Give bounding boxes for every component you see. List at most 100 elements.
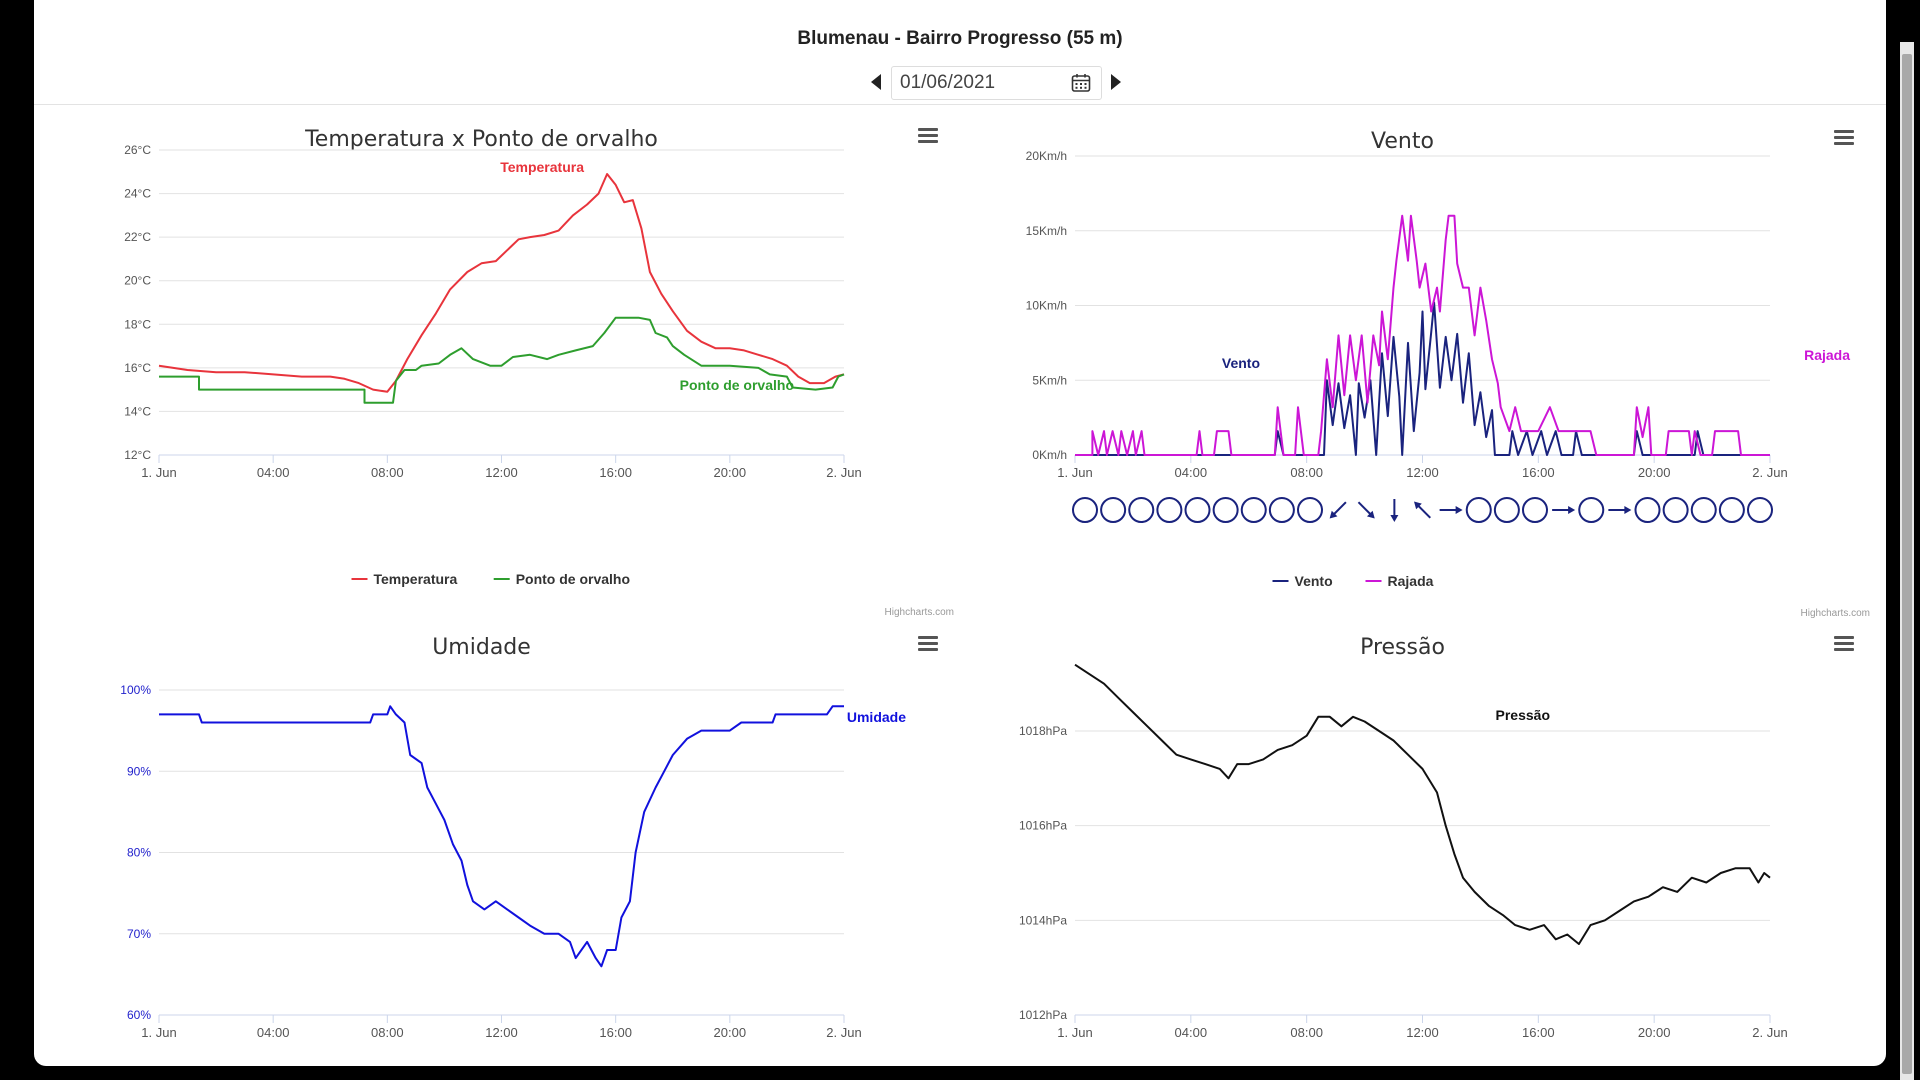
y-tick-label: 100% xyxy=(120,683,151,697)
x-tick-label: 20:00 xyxy=(714,1025,747,1040)
outer-scrollbar-thumb[interactable] xyxy=(1902,54,1912,1074)
x-tick-label: 04:00 xyxy=(257,1025,290,1040)
wind-calm-marker xyxy=(1493,497,1520,523)
wind-direction-arrow xyxy=(1608,506,1632,514)
series-label: Temperatura xyxy=(500,159,584,175)
arrow-head xyxy=(1568,506,1576,514)
arrow-head xyxy=(1455,506,1463,514)
wind-calm-marker xyxy=(1240,497,1267,523)
x-tick-label: 08:00 xyxy=(371,465,404,480)
x-tick-label: 08:00 xyxy=(1290,1025,1323,1040)
x-tick-label: 1. Jun xyxy=(141,465,176,480)
series-line-press-o xyxy=(1074,663,1771,945)
wind-calm-marker xyxy=(1662,497,1689,523)
arrow-head xyxy=(1414,501,1422,510)
hamburger-menu-icon[interactable] xyxy=(918,128,938,143)
hamburger-menu-icon[interactable] xyxy=(1834,636,1854,651)
pressure-svg: Pressão 1012hPa 1014hPa 1016hPa 1018hPa 1. Ju… xyxy=(1019,635,1854,1040)
series-label: Pressão xyxy=(1496,707,1550,723)
x-tick-label: 1. Jun xyxy=(141,1025,176,1040)
menu-bar xyxy=(1834,136,1854,139)
temperature-chart: Temperatura x Ponto de orvalho 12°C 14°C 16… xyxy=(54,110,964,630)
wind-calm-marker xyxy=(1184,497,1211,523)
arrow-head xyxy=(1329,510,1338,519)
wind-calm-marker xyxy=(1747,497,1773,523)
y-tick-label: 1014hPa xyxy=(1019,913,1067,927)
wind-calm-marker xyxy=(1578,497,1605,523)
hamburger-menu-icon[interactable] xyxy=(1834,130,1854,145)
legend-label: Temperatura xyxy=(374,571,458,587)
wind-calm-marker xyxy=(1128,497,1155,523)
caret-right-icon[interactable] xyxy=(1111,74,1121,90)
wind-calm-marker xyxy=(1718,497,1745,523)
y-tick-label: 18°C xyxy=(124,317,151,331)
menu-bar xyxy=(918,128,938,131)
y-tick-label: 80% xyxy=(127,846,151,860)
legend-item[interactable]: Vento xyxy=(1272,573,1333,589)
legend-item[interactable]: Ponto de orvalho xyxy=(493,571,630,587)
humidity-svg: Umidade 60% 70% 80% 90% 100% 1. Jun 04:00 08:00 1… xyxy=(120,635,938,1040)
arrow-head xyxy=(1390,515,1399,522)
y-tick-label: 5Km/h xyxy=(1032,373,1067,387)
arrow-head xyxy=(1366,510,1375,519)
wind-calm-marker xyxy=(1297,497,1323,523)
menu-bar xyxy=(1834,642,1854,645)
date-input[interactable] xyxy=(891,66,1102,100)
menu-bar xyxy=(1834,636,1854,639)
x-tick-label: 2. Jun xyxy=(826,1025,861,1040)
caret-left-icon[interactable] xyxy=(871,74,881,90)
series-label: Rajada xyxy=(1804,347,1850,363)
x-tick-label: 04:00 xyxy=(1175,1025,1208,1040)
legend-item[interactable]: Temperatura xyxy=(351,571,458,587)
wind-direction-arrow xyxy=(1552,506,1576,514)
series-line-temperatura xyxy=(158,173,845,393)
hamburger-menu-icon[interactable] xyxy=(918,636,938,651)
x-tick-label: 12:00 xyxy=(1406,465,1439,480)
wind-calm-marker xyxy=(1522,497,1548,523)
credits-link: Highcharts.com xyxy=(885,607,954,618)
y-tick-label: 70% xyxy=(127,927,151,941)
wind-calm-marker xyxy=(1465,497,1492,523)
y-tick-label: 1012hPa xyxy=(1019,1008,1067,1022)
chart-title: Temperatura x Ponto de orvalho xyxy=(304,127,658,152)
humidity-chart: Umidade 60% 70% 80% 90% 100% 1. Jun 04:00 08:00 1… xyxy=(54,620,964,1066)
wind-calm-marker xyxy=(1634,497,1661,523)
x-tick-label: 20:00 xyxy=(1638,1025,1671,1040)
menu-bar xyxy=(918,636,938,639)
x-tick-label: 08:00 xyxy=(1290,465,1323,480)
x-tick-label: 2. Jun xyxy=(1752,465,1787,480)
series-label: Vento xyxy=(1222,355,1260,371)
x-tick-label: 08:00 xyxy=(371,1025,404,1040)
menu-bar xyxy=(1834,142,1854,145)
wind-direction-arrow xyxy=(1390,499,1399,522)
x-tick-label: 2. Jun xyxy=(826,465,861,480)
x-tick-label: 04:00 xyxy=(1175,465,1208,480)
menu-bar xyxy=(918,134,938,137)
menu-bar xyxy=(1834,130,1854,133)
calendar-icon[interactable] xyxy=(1071,73,1091,93)
wind-calm-marker xyxy=(1212,497,1239,523)
chart-title: Vento xyxy=(1371,129,1434,154)
page-title: Blumenau - Bairro Progresso (55 m) xyxy=(797,28,1123,49)
wind-calm-marker xyxy=(1156,497,1183,523)
wind-calm-marker xyxy=(1100,497,1127,523)
credits-link: Highcharts.com xyxy=(1801,608,1870,619)
menu-bar xyxy=(918,642,938,645)
x-tick-label: 04:00 xyxy=(257,465,290,480)
x-tick-label: 2. Jun xyxy=(1752,1025,1787,1040)
temp-svg: Temperatura x Ponto de orvalho 12°C 14°C 16… xyxy=(124,127,954,618)
y-tick-label: 60% xyxy=(127,1008,151,1022)
series-label: Umidade xyxy=(847,709,906,725)
page-header: Blumenau - Bairro Progresso (55 m) xyxy=(34,0,1886,105)
y-tick-label: 16°C xyxy=(124,361,151,375)
x-tick-label: 20:00 xyxy=(1638,465,1671,480)
x-tick-label: 16:00 xyxy=(599,465,632,480)
x-tick-label: 1. Jun xyxy=(1057,1025,1092,1040)
wind-svg: Vento 0Km/h 5Km/h 10Km/h 15Km/h 20Km/h 1. Jun 0… xyxy=(1026,129,1870,619)
y-tick-label: 1016hPa xyxy=(1019,819,1067,833)
legend-item[interactable]: Rajada xyxy=(1365,573,1434,589)
x-tick-label: 12:00 xyxy=(1406,1025,1439,1040)
menu-bar xyxy=(918,140,938,143)
x-tick-label: 1. Jun xyxy=(1057,465,1092,480)
arrow-head xyxy=(1624,506,1632,514)
